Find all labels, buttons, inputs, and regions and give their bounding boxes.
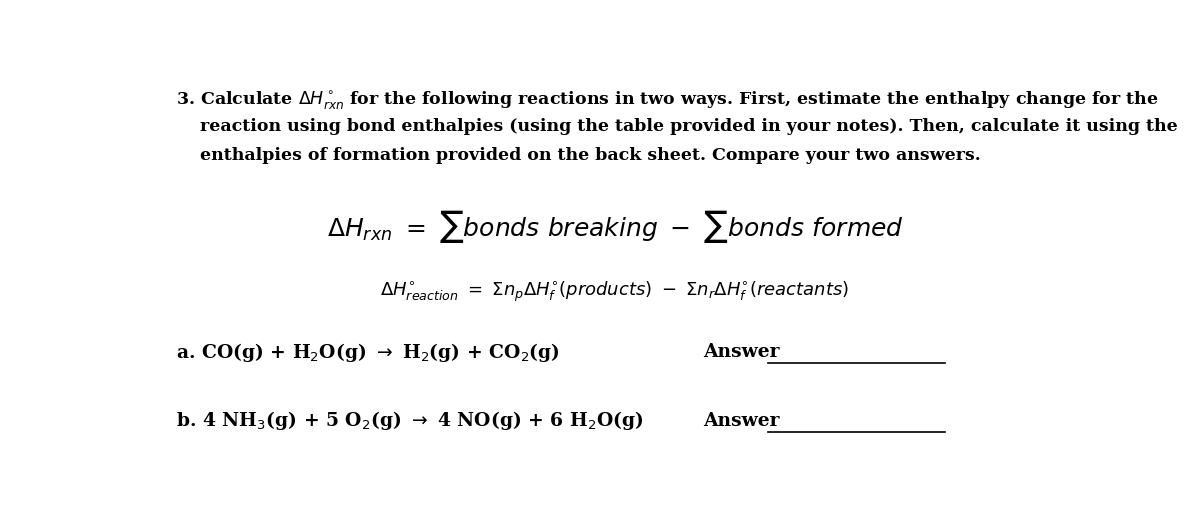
Text: Answer: Answer xyxy=(703,343,780,361)
Text: enthalpies of formation provided on the back sheet. Compare your two answers.: enthalpies of formation provided on the … xyxy=(176,148,980,164)
Text: b. 4 NH$_3$(g) + 5 O$_2$(g) $\rightarrow$ 4 NO(g) + 6 H$_2$O(g): b. 4 NH$_3$(g) + 5 O$_2$(g) $\rightarrow… xyxy=(176,410,643,432)
Text: $\Delta H_{rxn}\ =\ \sum bonds\ breaking\ -\ \sum bonds\ formed$: $\Delta H_{rxn}\ =\ \sum bonds\ breaking… xyxy=(326,208,904,245)
Text: 3. Calculate $\Delta H^\circ_{rxn}$ for the following reactions in two ways. Fir: 3. Calculate $\Delta H^\circ_{rxn}$ for … xyxy=(176,89,1159,111)
Text: a. CO(g) + H$_2$O(g) $\rightarrow$ H$_2$(g) + CO$_2$(g): a. CO(g) + H$_2$O(g) $\rightarrow$ H$_2$… xyxy=(176,341,560,363)
Text: $\Delta H^{\circ}_{reaction}\ =\ \Sigma n_p \Delta H^{\circ}_f(products)\ -\ \Si: $\Delta H^{\circ}_{reaction}\ =\ \Sigma … xyxy=(380,279,850,303)
Text: reaction using bond enthalpies (using the table provided in your notes). Then, c: reaction using bond enthalpies (using th… xyxy=(176,118,1177,135)
Text: Answer: Answer xyxy=(703,412,780,430)
